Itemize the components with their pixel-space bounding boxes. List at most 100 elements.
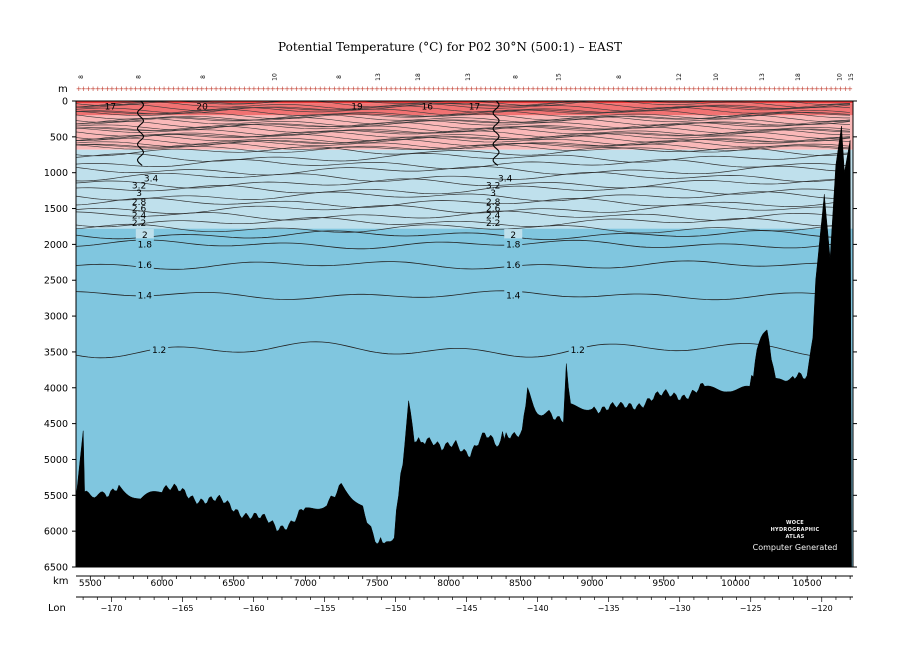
y-tick-label: 6000 bbox=[44, 527, 68, 538]
ocean-bottom bbox=[76, 126, 853, 567]
station-mark: + bbox=[558, 85, 564, 93]
station-mark: + bbox=[535, 85, 541, 93]
contour-line bbox=[76, 223, 851, 234]
station-mark: + bbox=[686, 85, 692, 93]
contour-label: 17 bbox=[105, 103, 116, 113]
station-mark: + bbox=[161, 85, 167, 93]
station-mark: + bbox=[554, 85, 560, 93]
station-mark: + bbox=[715, 85, 721, 93]
woce-credit: WOCE HYDROGRAPHIC ATLAS Computer Generat… bbox=[740, 520, 850, 552]
station-mark: + bbox=[786, 85, 792, 93]
station-mark: + bbox=[719, 85, 725, 93]
contour-label-bg bbox=[504, 229, 523, 241]
station-mark: + bbox=[185, 85, 191, 93]
station-mark: + bbox=[748, 85, 754, 93]
station-mark: + bbox=[795, 85, 801, 93]
station-mark: + bbox=[577, 85, 583, 93]
contour-line bbox=[76, 122, 851, 131]
station-label: 13 bbox=[465, 73, 472, 81]
lon-tick-label: −140 bbox=[527, 604, 549, 613]
station-mark: + bbox=[450, 85, 456, 93]
station-mark: + bbox=[294, 85, 300, 93]
km-tick-label: 9500 bbox=[652, 579, 675, 589]
station-mark: + bbox=[587, 85, 593, 93]
km-tick-label: 6500 bbox=[222, 579, 245, 589]
contour-line bbox=[76, 197, 851, 208]
station-mark: + bbox=[729, 85, 735, 93]
station-mark: + bbox=[809, 85, 815, 93]
station-mark: + bbox=[279, 85, 285, 93]
station-mark: + bbox=[308, 85, 314, 93]
station-mark: + bbox=[100, 85, 106, 93]
station-mark: + bbox=[639, 85, 645, 93]
lon-tick-label: −170 bbox=[101, 604, 123, 613]
contour-label-bg bbox=[504, 289, 523, 301]
station-mark: + bbox=[270, 85, 276, 93]
station-mark: + bbox=[109, 85, 115, 93]
station-mark: + bbox=[426, 85, 432, 93]
station-mark: + bbox=[738, 85, 744, 93]
station-mark: + bbox=[833, 85, 839, 93]
station-mark: + bbox=[208, 85, 214, 93]
station-mark: + bbox=[331, 85, 337, 93]
station-mark: + bbox=[648, 85, 654, 93]
station-mark: + bbox=[194, 85, 200, 93]
lon-tick-label: −165 bbox=[172, 604, 194, 613]
station-mark: + bbox=[606, 85, 612, 93]
contour-line bbox=[76, 101, 851, 107]
station-mark: + bbox=[445, 85, 451, 93]
contour-line bbox=[76, 133, 851, 142]
station-mark: + bbox=[488, 85, 494, 93]
station-mark: + bbox=[350, 85, 356, 93]
contour-label: 3.4 bbox=[144, 174, 159, 184]
lon-tick-label: −145 bbox=[456, 604, 478, 613]
km-tick-label: 8000 bbox=[437, 579, 460, 589]
station-mark: + bbox=[734, 85, 740, 93]
lon-tick-label: −135 bbox=[598, 604, 620, 613]
station-mark: + bbox=[412, 85, 418, 93]
station-label: 12 bbox=[676, 73, 683, 81]
contour-line bbox=[76, 123, 851, 133]
plot-frame bbox=[75, 100, 854, 568]
km-tick-label: 7000 bbox=[294, 579, 317, 589]
contour-label: 17 bbox=[469, 103, 480, 113]
station-label: 8 bbox=[200, 75, 207, 79]
station-mark: + bbox=[790, 85, 796, 93]
contour-line bbox=[76, 131, 851, 140]
station-mark: + bbox=[388, 85, 394, 93]
contour-label: 3.2 bbox=[486, 182, 500, 192]
station-mark: + bbox=[672, 85, 678, 93]
station-mark: + bbox=[237, 85, 243, 93]
contour-label: 1.8 bbox=[506, 240, 521, 250]
color-band bbox=[76, 101, 853, 104]
km-tick-label: 9000 bbox=[581, 579, 604, 589]
contour-label: 19 bbox=[351, 103, 363, 113]
contour-line bbox=[76, 185, 851, 195]
station-mark: + bbox=[459, 85, 465, 93]
station-mark: + bbox=[152, 85, 158, 93]
contour-line bbox=[76, 105, 851, 114]
station-mark: + bbox=[492, 85, 498, 93]
contour-line bbox=[76, 191, 851, 202]
station-mark: + bbox=[298, 85, 304, 93]
contour-label: 1.4 bbox=[138, 291, 153, 301]
y-tick-label: 4500 bbox=[44, 419, 68, 430]
station-mark: + bbox=[189, 85, 195, 93]
contour-line bbox=[76, 217, 851, 228]
station-mark: + bbox=[596, 85, 602, 93]
station-mark: + bbox=[142, 85, 148, 93]
station-mark: + bbox=[275, 85, 281, 93]
station-mark: + bbox=[374, 85, 380, 93]
station-mark: + bbox=[506, 85, 512, 93]
lon-tick-label: −130 bbox=[669, 604, 691, 613]
station-mark: + bbox=[341, 85, 347, 93]
station-label: 18 bbox=[795, 73, 802, 81]
station-mark: + bbox=[227, 85, 233, 93]
color-band bbox=[76, 103, 853, 116]
station-label: 8 bbox=[136, 75, 143, 79]
station-mark: + bbox=[218, 85, 224, 93]
station-mark: + bbox=[147, 85, 153, 93]
contour-line bbox=[76, 136, 850, 146]
contour-line bbox=[76, 178, 851, 189]
